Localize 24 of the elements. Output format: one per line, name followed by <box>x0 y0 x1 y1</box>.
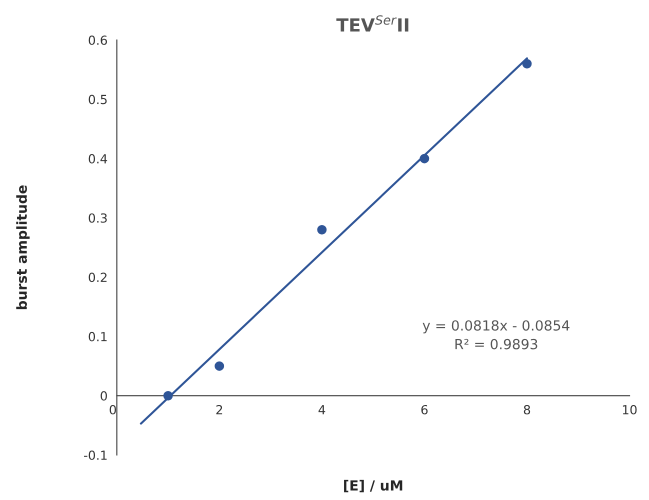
point <box>317 224 327 234</box>
x-tick-label: 10 <box>622 404 637 414</box>
point <box>163 390 173 400</box>
y-tick-label: 0.5 <box>88 94 107 104</box>
point <box>420 154 430 164</box>
point <box>522 58 532 68</box>
annotation: R² = 0.9893 <box>455 338 538 350</box>
x-tick-label: 2 <box>216 404 222 414</box>
x-tick-label: 8 <box>524 404 530 414</box>
y-tick-label: 0.4 <box>88 154 108 164</box>
y-tick-label: 0.6 <box>88 35 108 45</box>
x-tick-label: 4 <box>318 405 326 414</box>
x-tick-label: 6 <box>421 404 428 414</box>
y-axis-title: burst amplitude <box>16 185 30 310</box>
y-tick-label: 0.3 <box>88 213 107 223</box>
y-tick-label: -0.1 <box>84 450 107 460</box>
x-tick-label: 0 <box>110 404 116 414</box>
point <box>214 361 224 371</box>
y-tick-label: 0.1 <box>88 332 107 342</box>
x-axis-title: [E] / uM <box>344 480 402 492</box>
annotation: y = 0.0818x - 0.0854 <box>422 320 570 334</box>
y-tick-label: 0.2 <box>88 272 107 282</box>
y-tick-label: 0 <box>100 391 107 401</box>
chart-title: TEV$^{Ser}$II <box>336 15 408 32</box>
